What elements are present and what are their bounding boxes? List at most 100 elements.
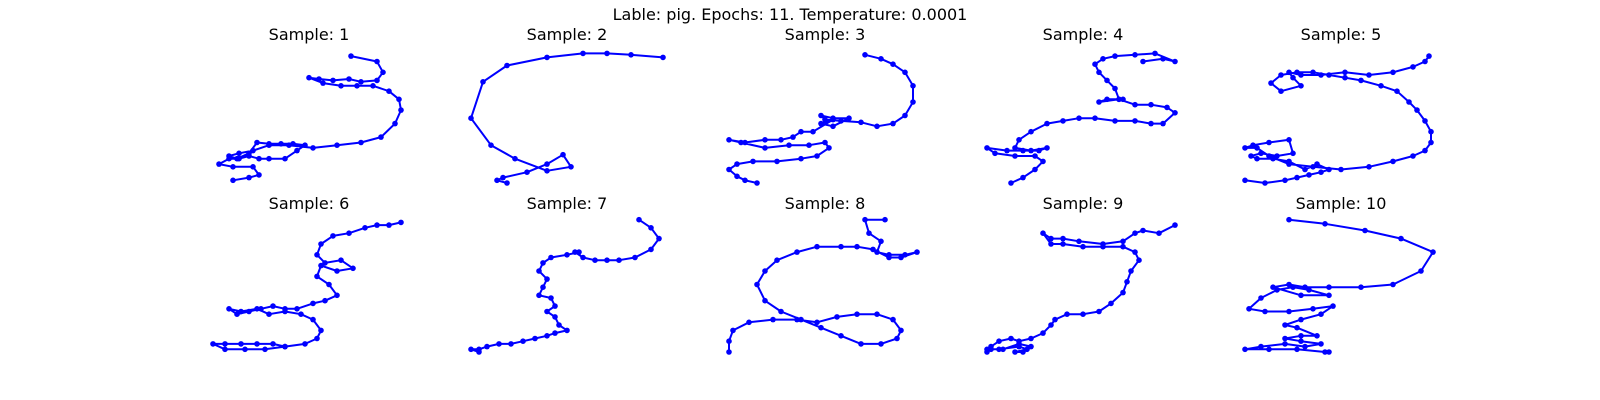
stroke-point [1290,284,1296,291]
stroke-point [1156,230,1162,236]
stroke-point [984,349,990,355]
stroke-point [374,77,380,84]
stroke-point [338,83,344,89]
stroke-point [544,276,550,282]
stroke-point [1378,83,1384,89]
stroke-point [1318,341,1324,347]
stroke-point [1298,333,1304,339]
stroke-point [1294,174,1300,181]
sample-title: Sample: 4 [1043,25,1124,44]
stroke-point [1028,343,1034,350]
stroke-point [238,341,244,347]
stroke-point [1132,101,1138,108]
stroke-point [310,145,316,151]
stroke-point [1120,243,1126,250]
stroke-point [362,225,368,231]
stroke-point [1076,238,1082,245]
sample-panel-8: Sample: 8 [726,194,920,355]
stroke-point [1160,56,1166,62]
stroke-point [890,120,896,127]
stroke-point [858,341,864,347]
stroke-point [302,142,308,148]
stroke-point [1040,330,1046,336]
stroke-point [258,306,264,312]
stroke-point [902,252,908,258]
sample-panel-10: Sample: 10 [1242,194,1436,355]
stroke-point [1080,243,1086,250]
stroke-point [1274,287,1280,293]
stroke-point [1322,221,1328,227]
stroke-point [1418,268,1424,274]
stroke-point [1132,230,1138,236]
stroke-point [1024,346,1030,353]
stroke-point [392,120,398,127]
stroke-point [544,333,550,339]
stroke-point [1048,241,1054,247]
stroke-point [1020,147,1026,154]
stroke-point [874,123,880,130]
stroke-point [778,308,784,315]
stroke-point [996,346,1002,353]
stroke-point [762,297,768,304]
stroke-point [572,249,578,255]
stroke-point [1358,284,1364,291]
stroke-point [1390,158,1396,165]
stroke-point [322,260,328,266]
stroke-point [270,303,276,309]
stroke-point [330,233,336,239]
stroke-point [1140,58,1146,65]
stroke-point [350,265,356,272]
stroke-point [1136,257,1142,264]
stroke-point [580,50,586,57]
stroke-point [564,252,570,258]
sample-title: Sample: 5 [1301,25,1382,44]
stroke-point [874,311,880,318]
stroke-point [1394,88,1400,94]
stroke-point [1012,349,1018,355]
stroke-point [548,254,554,261]
stroke-point [616,257,622,264]
stroke-point [1172,110,1178,116]
stroke-point [1148,101,1154,108]
stroke-point [648,246,654,253]
stroke-point [310,316,316,323]
stroke-point [834,314,840,320]
stroke-point [882,216,888,223]
stroke-point [1108,300,1114,307]
stroke-point [314,273,320,280]
stroke-point [1012,153,1018,159]
stroke-point [1104,77,1110,84]
stroke-point [830,116,836,123]
stroke-point [814,319,820,326]
stroke-point [334,142,340,148]
stroke-point [282,343,288,350]
sample-panel-5: Sample: 5 [1242,25,1434,186]
stroke-point [358,79,364,85]
stroke-point [648,225,654,231]
stroke-point [818,112,824,119]
stroke-point [1040,230,1046,236]
stroke-point [1326,284,1332,291]
stroke-point [1338,166,1344,173]
stroke-point [254,341,260,347]
stroke-point [1318,311,1324,318]
stroke-point [370,83,376,89]
stroke-point [1064,311,1070,318]
stroke-point [504,62,510,69]
stroke-point [1076,115,1082,121]
stroke-point [1258,295,1264,301]
stroke-point [826,145,832,151]
stroke-point [1266,139,1272,146]
stroke-point [1302,343,1308,350]
stroke-point [576,249,582,255]
stroke-point [726,137,732,143]
stroke-point [1152,50,1158,57]
stroke-point [536,292,542,299]
stroke-point [730,327,736,334]
stroke-point [1052,316,1058,323]
stroke-line [470,218,660,353]
stroke-point [1060,118,1066,124]
stroke-point [1290,74,1296,81]
stroke-point [846,115,852,121]
